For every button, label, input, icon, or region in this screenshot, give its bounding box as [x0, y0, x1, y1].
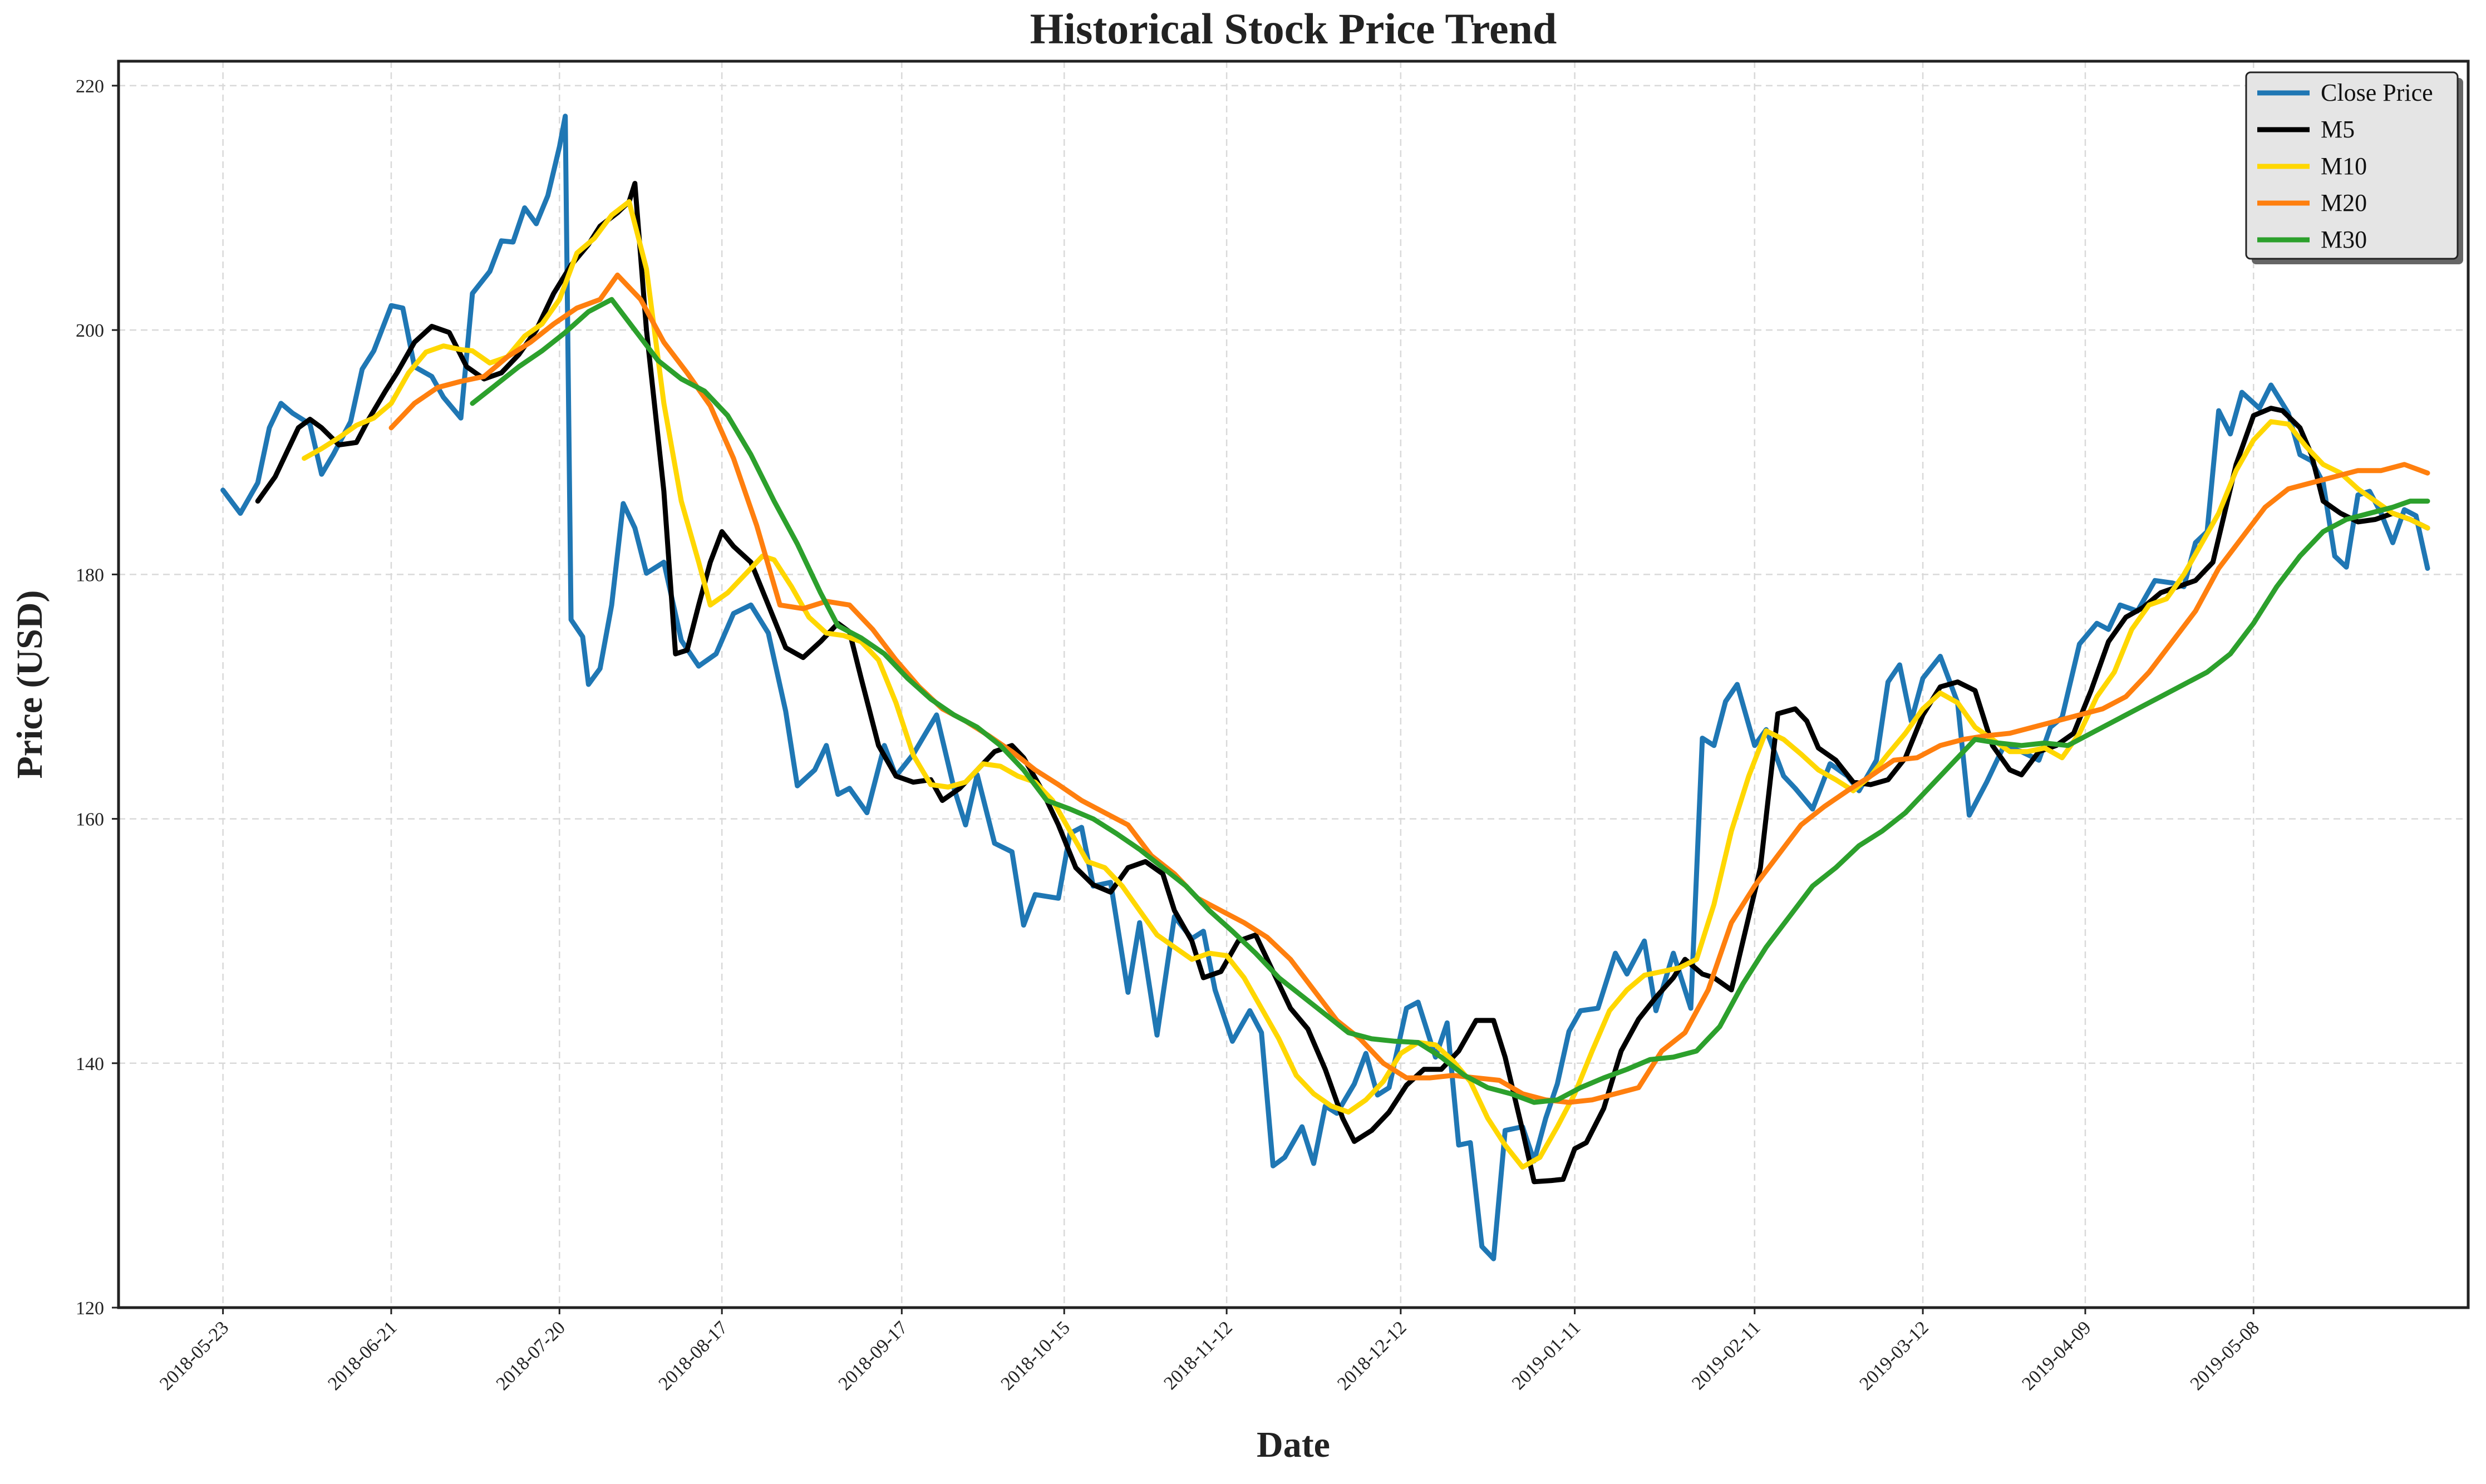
legend-label: M20: [2321, 189, 2367, 216]
grid-lines: [119, 61, 2468, 1309]
y-tick-label: 160: [76, 810, 104, 830]
chart-title: Historical Stock Price Trend: [1030, 4, 1557, 53]
y-axis-ticks: 120 140 160 180 200 220: [76, 76, 119, 1319]
legend-label: M5: [2321, 116, 2355, 143]
legend-items: Close Price M5 M10 M20 M30: [2257, 79, 2433, 253]
y-tick-label: 220: [76, 76, 104, 97]
y-tick-label: 120: [76, 1298, 104, 1319]
y-axis-title: Price (USD): [9, 590, 50, 778]
y-tick-label: 200: [76, 321, 104, 341]
y-tick-label: 180: [76, 565, 104, 585]
legend: Close Price M5 M10 M20 M30: [2245, 71, 2463, 264]
y-tick-label: 140: [76, 1054, 104, 1074]
series-line-m20: [388, 272, 2430, 1105]
legend-label: M30: [2321, 226, 2367, 253]
legend-label: Close Price: [2321, 79, 2433, 106]
x-axis-title: Date: [1257, 1424, 1330, 1465]
series-line-m30: [470, 297, 2430, 1105]
legend-label: M10: [2321, 152, 2367, 180]
legend-box: [2245, 71, 2459, 260]
plot-area-frame: [117, 60, 2470, 1309]
series-line-close-price: [220, 114, 2430, 1261]
series-lines: [220, 114, 2430, 1261]
